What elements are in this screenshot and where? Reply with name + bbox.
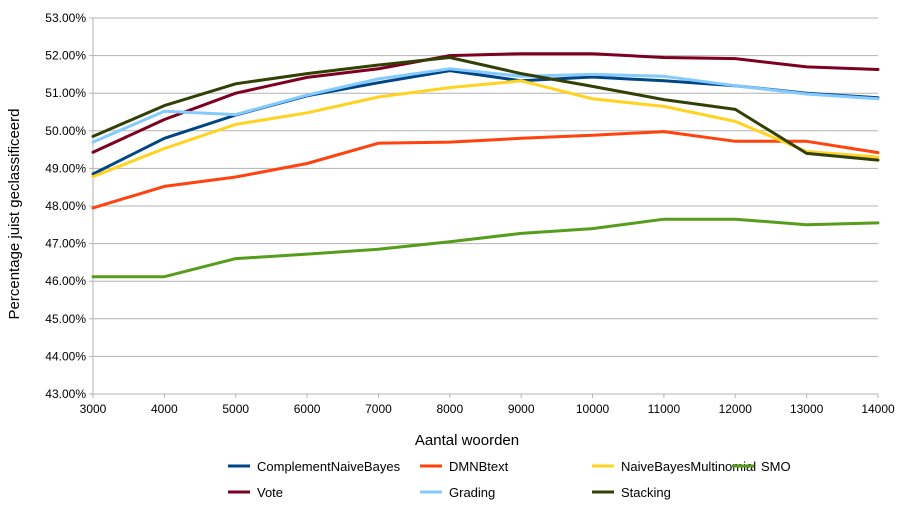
y-tick-label: 44.00%	[45, 349, 86, 363]
x-tick-label: 9000	[508, 402, 535, 416]
y-tick-label: 51.00%	[45, 86, 86, 100]
x-tick-label: 5000	[222, 402, 249, 416]
series-line-dmnbtext	[91, 130, 880, 210]
x-axis-title: Aantal woorden	[415, 432, 519, 449]
x-tick-label: 13000	[790, 402, 824, 416]
x-tick-label: 14000	[861, 402, 895, 416]
series-line-vote	[91, 52, 880, 154]
x-tick-labels: 3000 4000 5000 6000 7000 8000 9000 10000 11000 12…	[80, 402, 895, 416]
series-line-naivebayesmultinomial	[91, 79, 880, 179]
legend-label: Vote	[257, 485, 283, 500]
x-tick-label: 10000	[576, 402, 610, 416]
series-line-grading	[91, 67, 880, 144]
series-line-stacking	[91, 56, 880, 162]
y-tick-label: 49.00%	[45, 161, 86, 175]
legend-item: NaiveBayesMultinomial	[592, 459, 756, 474]
legend-item: Stacking	[592, 485, 671, 500]
legend-item: SMO	[732, 459, 791, 474]
legend-label: Stacking	[621, 485, 671, 500]
y-tick-label: 52.00%	[45, 49, 86, 63]
legend-label: NaiveBayesMultinomial	[621, 459, 756, 474]
y-tick-label: 50.00%	[45, 124, 86, 138]
y-tick-label: 45.00%	[45, 312, 86, 326]
legend-item: DMNBtext	[420, 459, 509, 474]
axes	[89, 17, 879, 398]
y-tick-label: 46.00%	[45, 274, 86, 288]
legend-item: Grading	[420, 485, 495, 500]
legend-label: SMO	[761, 459, 791, 474]
x-tick-label: 3000	[80, 402, 107, 416]
y-axis-title: Percentage juist geclassificeerd	[6, 109, 23, 320]
y-tick-label: 47.00%	[45, 237, 86, 251]
x-tick-label: 8000	[436, 402, 463, 416]
x-tick-label: 7000	[365, 402, 392, 416]
x-tick-label: 4000	[151, 402, 178, 416]
y-tick-label: 43.00%	[45, 387, 86, 401]
legend-item: Vote	[228, 485, 283, 500]
legend: ComplementNaiveBayes DMNBtext NaiveBayesMu…	[228, 459, 791, 500]
legend-label: DMNBtext	[449, 459, 509, 474]
y-tick-label: 53.00%	[45, 11, 86, 25]
legend-item: ComplementNaiveBayes	[228, 459, 401, 474]
series-lines	[91, 52, 880, 279]
y-tick-labels: 43.00% 44.00% 45.00% 46.00% 47.00% 48.00% 49.0…	[45, 11, 86, 401]
x-tick-label: 6000	[294, 402, 321, 416]
legend-label: ComplementNaiveBayes	[257, 459, 401, 474]
legend-label: Grading	[449, 485, 495, 500]
series-line-smo	[91, 217, 880, 279]
x-tick-label: 11000	[648, 402, 681, 416]
x-tick-label: 12000	[719, 402, 753, 416]
y-tick-label: 48.00%	[45, 199, 86, 213]
